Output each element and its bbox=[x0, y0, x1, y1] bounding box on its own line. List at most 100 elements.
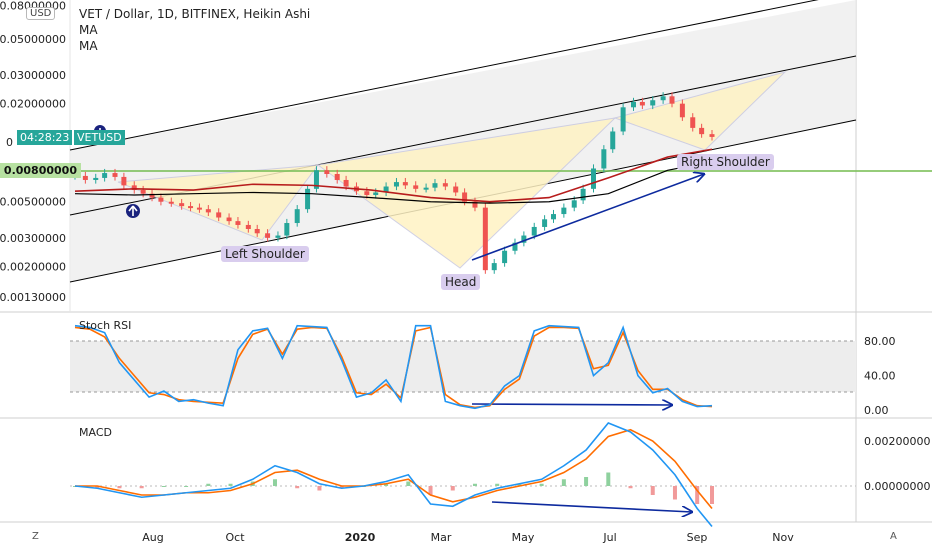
macd-histogram-bar bbox=[495, 483, 500, 486]
time-tick-label: Nov bbox=[772, 531, 794, 544]
candle bbox=[580, 188, 586, 201]
macd-histogram-bar bbox=[117, 486, 122, 489]
support-level-tag: 0.00800000 bbox=[0, 163, 81, 178]
candle bbox=[93, 177, 99, 180]
macd-axis[interactable]: 0.00200000 0.00000000 bbox=[864, 435, 930, 493]
candle bbox=[482, 207, 488, 271]
chart-title: VET / Dollar, 1D, BITFINEX, Heikin Ashi bbox=[79, 7, 311, 21]
candle bbox=[313, 170, 319, 189]
time-tick-label: Mar bbox=[431, 531, 452, 544]
price-axis[interactable]: 0.080000000.050000000.030000000.02000000… bbox=[0, 0, 66, 304]
candle bbox=[669, 96, 675, 104]
candle bbox=[491, 263, 497, 271]
candle bbox=[373, 192, 379, 195]
macd-histogram-bar bbox=[384, 483, 389, 486]
candle bbox=[413, 185, 419, 189]
macd-histogram-bar bbox=[517, 483, 522, 486]
chart-header: VET / Dollar, 1D, BITFINEX, Heikin Ashi … bbox=[79, 6, 310, 54]
candle bbox=[254, 229, 260, 234]
head-label[interactable]: Head bbox=[441, 274, 481, 290]
candle bbox=[205, 209, 211, 213]
macd-histogram-bar bbox=[628, 486, 633, 489]
candle bbox=[679, 103, 685, 118]
arrow-up-marker-icon[interactable] bbox=[126, 204, 140, 218]
macd-histogram-bar bbox=[561, 479, 566, 486]
price-tick-label: 0 bbox=[6, 136, 13, 149]
candle bbox=[531, 226, 537, 236]
time-axis[interactable]: Aug Oct 2020 Mar May Jul Sep Nov bbox=[142, 531, 794, 544]
macd-histogram-bar bbox=[206, 483, 211, 486]
candle bbox=[131, 185, 137, 191]
indicator-ma-1[interactable]: MA bbox=[79, 23, 98, 37]
price-candles bbox=[72, 92, 715, 274]
stoch-band bbox=[70, 341, 856, 392]
candle bbox=[245, 224, 251, 230]
macd-histogram-bar bbox=[228, 483, 233, 486]
time-tick-label: May bbox=[512, 531, 535, 544]
macd-histogram-bar bbox=[539, 483, 544, 486]
trend-arrow-price bbox=[471, 174, 704, 261]
macd-histogram-bar bbox=[406, 481, 411, 486]
candle bbox=[453, 186, 459, 193]
price-tick-label: 0.03000000 bbox=[0, 69, 66, 82]
time-tick-label: Aug bbox=[142, 531, 163, 544]
time-tick-label: Jul bbox=[602, 531, 616, 544]
candle bbox=[442, 183, 448, 187]
stoch-tick-label: 40.00 bbox=[864, 370, 896, 383]
trend-arrow-macd bbox=[491, 501, 692, 512]
auto-scale-icon[interactable]: A bbox=[890, 531, 897, 542]
macd-tick-label: 0.00200000 bbox=[864, 435, 930, 448]
candle bbox=[112, 173, 118, 177]
candle bbox=[121, 176, 127, 186]
macd-histogram-bar bbox=[710, 486, 714, 504]
left-shoulder-label[interactable]: Left Shoulder bbox=[221, 246, 309, 262]
right-shoulder-label[interactable]: Right Shoulder bbox=[677, 154, 774, 170]
candle bbox=[82, 175, 88, 180]
candle bbox=[472, 201, 478, 208]
candle bbox=[305, 188, 311, 210]
candle bbox=[590, 168, 596, 189]
stoch-axis[interactable]: 80.00 40.00 0.00 bbox=[864, 335, 896, 417]
candle bbox=[561, 207, 567, 215]
candle bbox=[650, 100, 656, 106]
macd-histogram-bar bbox=[650, 486, 655, 495]
symbol-tag: VETUSD bbox=[74, 130, 125, 145]
macd-histogram-bar bbox=[450, 486, 455, 491]
candle bbox=[512, 242, 518, 251]
candle bbox=[168, 201, 174, 204]
candle bbox=[709, 134, 715, 137]
channel-upper-line bbox=[69, 0, 819, 151]
macd-histogram-bar bbox=[272, 479, 277, 486]
candle bbox=[660, 96, 666, 101]
candle bbox=[690, 117, 696, 128]
candle bbox=[334, 173, 340, 180]
candle bbox=[462, 192, 468, 202]
candle bbox=[423, 187, 429, 190]
candle bbox=[140, 190, 146, 194]
stoch-k-line bbox=[74, 324, 713, 410]
candle bbox=[601, 149, 607, 169]
stoch-rsi-title[interactable]: Stoch RSI bbox=[79, 319, 132, 332]
candle bbox=[158, 197, 164, 202]
macd-histogram-bar bbox=[606, 472, 611, 486]
indicator-ma-2[interactable]: MA bbox=[79, 39, 98, 53]
zoom-toggle-icon[interactable]: Z bbox=[32, 531, 39, 542]
macd-tick-label: 0.00000000 bbox=[864, 480, 930, 493]
candle bbox=[402, 182, 408, 186]
stoch-tick-label: 80.00 bbox=[864, 335, 896, 348]
candle bbox=[639, 101, 645, 106]
candle bbox=[521, 235, 527, 243]
price-tick-label: 0.00130000 bbox=[0, 291, 66, 304]
candle bbox=[216, 212, 222, 218]
currency-badge[interactable]: USD bbox=[26, 7, 56, 20]
trend-arrow-stoch bbox=[471, 404, 672, 405]
candle bbox=[502, 250, 508, 264]
candle bbox=[542, 219, 548, 227]
macd-title[interactable]: MACD bbox=[79, 426, 112, 439]
macd-histogram-bar bbox=[95, 486, 100, 489]
candle bbox=[699, 127, 705, 135]
ma-long-line bbox=[74, 161, 713, 204]
price-tick-label: 0.02000000 bbox=[0, 98, 66, 111]
macd-histogram-bar bbox=[184, 486, 189, 487]
time-tick-label: Oct bbox=[225, 531, 245, 544]
